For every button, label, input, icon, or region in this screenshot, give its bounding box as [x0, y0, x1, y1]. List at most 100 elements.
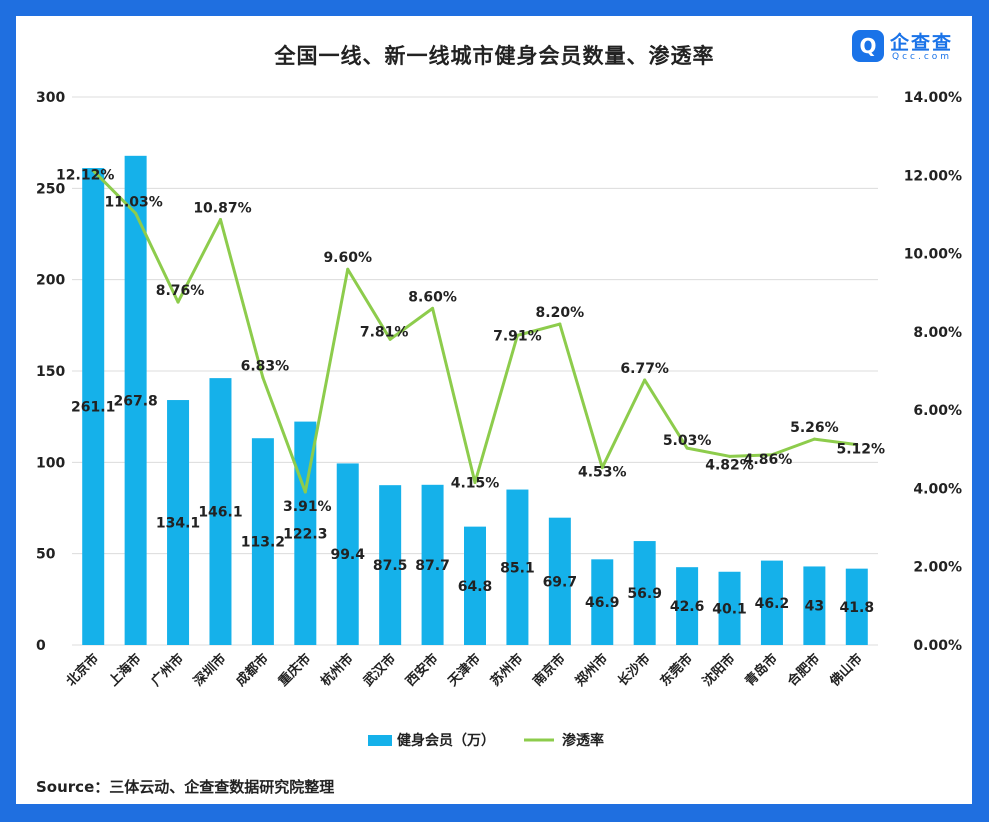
category-label: 青岛市 — [742, 651, 781, 690]
category-label: 佛山市 — [826, 651, 866, 691]
y-tick-right: 10.00% — [904, 247, 962, 263]
line-point — [855, 443, 859, 447]
y-tick-right: 12.00% — [904, 168, 962, 184]
bar — [591, 559, 614, 645]
line-point — [643, 378, 647, 382]
category-label: 天津市 — [445, 651, 484, 690]
bar — [845, 568, 868, 645]
category-label: 北京市 — [63, 651, 102, 690]
y-tick-right: 2.00% — [913, 560, 962, 576]
bar-value-label: 87.7 — [415, 558, 450, 574]
legend: 健身会员（万） 渗透率 — [368, 732, 604, 749]
line-value-label: 6.83% — [241, 359, 290, 375]
line-point — [515, 333, 519, 337]
line-value-label: 8.60% — [408, 289, 457, 305]
bar — [506, 489, 529, 645]
bar — [124, 155, 147, 645]
line-value-label: 7.81% — [360, 324, 409, 340]
bar-value-label: 87.5 — [373, 558, 408, 574]
line-value-label: 10.87% — [193, 201, 251, 217]
bar — [760, 560, 783, 645]
line-value-label: 11.03% — [104, 194, 162, 210]
bar-value-label: 42.6 — [670, 599, 705, 615]
category-label: 南京市 — [530, 651, 569, 690]
line-point — [728, 454, 732, 458]
chart-title: 全国一线、新一线城市健身会员数量、渗透率 — [274, 44, 715, 68]
line-value-label: 8.76% — [156, 283, 205, 299]
y-tick-left: 50 — [36, 547, 56, 563]
brand-name: 企查查 — [890, 32, 954, 54]
line-point — [346, 267, 350, 271]
category-label: 东莞市 — [657, 651, 696, 690]
y-tick-left: 100 — [36, 455, 65, 471]
brand-domain: Qcc.com — [892, 52, 953, 62]
line-value-label: 4.53% — [578, 465, 627, 481]
y-tick-left: 200 — [36, 273, 65, 289]
bar-value-label: 99.4 — [330, 547, 365, 563]
bar — [379, 485, 402, 645]
right-y-axis: 14.00% 12.00% 10.00% 8.00% 6.00% 4.00% 2.00% 0.… — [904, 90, 962, 654]
y-tick-right: 8.00% — [913, 325, 962, 341]
line-value-label: 3.91% — [283, 499, 332, 515]
bar — [676, 567, 699, 645]
line-point — [812, 437, 816, 441]
category-label: 深圳市 — [190, 651, 229, 690]
line-point — [261, 376, 265, 380]
bar-value-label: 56.9 — [627, 586, 662, 602]
brand-logo[interactable]: Q 企查查 Qcc.com — [852, 28, 962, 68]
line-point — [685, 446, 689, 450]
bar — [421, 484, 444, 645]
line-value-label: 6.77% — [620, 361, 669, 377]
bar-value-label: 41.8 — [840, 600, 875, 616]
line-point — [91, 169, 95, 173]
line-point — [600, 466, 604, 470]
y-tick-left: 300 — [36, 90, 65, 106]
y-tick-right: 4.00% — [913, 481, 962, 497]
bar-value-label: 261.1 — [71, 400, 115, 416]
line-point — [770, 453, 774, 457]
line-value-label: 4.86% — [744, 452, 793, 468]
line-point — [134, 211, 138, 215]
left-y-axis: 300 250 200 150 100 50 0 — [36, 90, 65, 654]
category-label: 沈阳市 — [699, 651, 738, 690]
bar-value-label: 122.3 — [283, 526, 327, 542]
line-point — [388, 337, 392, 341]
bar — [803, 566, 826, 645]
line-value-label: 5.12% — [837, 442, 886, 458]
line-value-label: 5.26% — [790, 420, 839, 436]
bar — [251, 438, 274, 645]
bar-value-label: 113.2 — [241, 535, 285, 551]
line-point — [218, 218, 222, 222]
legend-bar-swatch — [368, 735, 392, 746]
y-tick-left: 0 — [36, 638, 46, 654]
y-tick-right: 14.00% — [904, 90, 962, 106]
bar-value-label: 43 — [805, 599, 824, 615]
bar — [633, 541, 656, 645]
bar — [336, 463, 359, 645]
category-label: 西安市 — [403, 651, 442, 690]
bar — [82, 168, 105, 646]
bar-value-label: 64.8 — [458, 579, 493, 595]
line-value-label: 12.12% — [56, 168, 114, 184]
category-label: 长沙市 — [615, 651, 654, 690]
bar-value-label: 146.1 — [198, 505, 242, 521]
bar-value-label: 134.1 — [156, 516, 200, 532]
bar — [464, 526, 486, 645]
category-label: 上海市 — [106, 651, 145, 690]
y-tick-right: 6.00% — [913, 403, 962, 419]
category-label: 郑州市 — [572, 651, 611, 690]
x-axis-categories: 北京市 上海市 广州市 深圳市 成都市 重庆市 杭州市 武汉市 西安市 天津市 苏州市 南京市 郑州市长… — [63, 651, 865, 691]
bar-value-label: 69.7 — [543, 574, 578, 590]
penetration-line — [92, 169, 857, 494]
line-point — [303, 490, 307, 494]
bar — [718, 571, 741, 645]
legend-bar-label: 健身会员（万） — [397, 732, 495, 749]
bar-series — [82, 155, 868, 646]
category-label: 广州市 — [148, 651, 187, 690]
y-tick-right: 0.00% — [913, 638, 962, 654]
line-point — [431, 306, 435, 310]
y-tick-left: 150 — [36, 364, 65, 380]
line-point — [558, 322, 562, 326]
